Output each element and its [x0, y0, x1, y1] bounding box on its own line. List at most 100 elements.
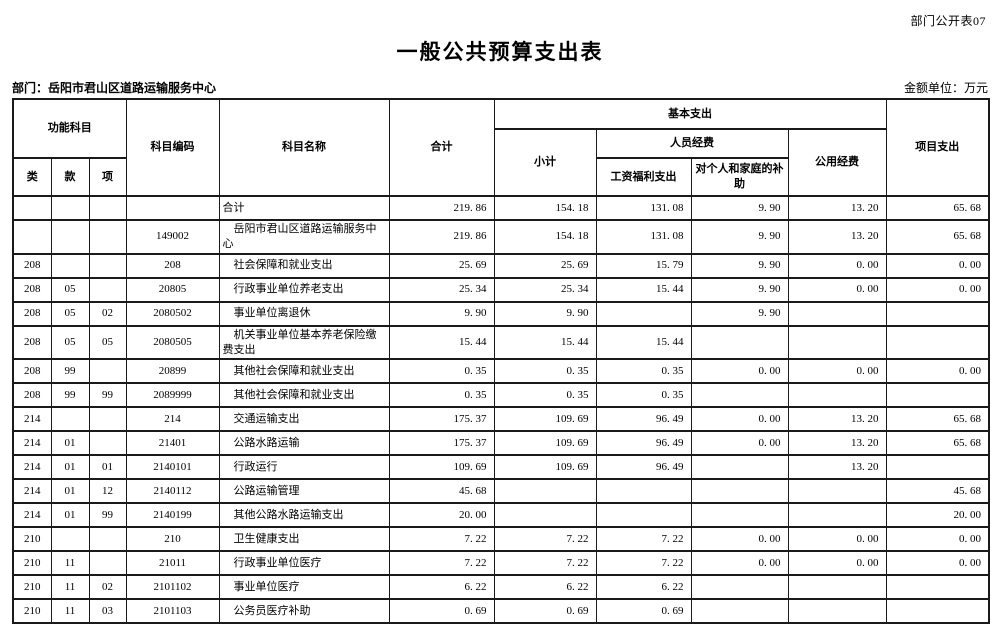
cell-code: 214 — [125, 406, 220, 433]
cell-name: 公路水路运输 — [218, 430, 390, 457]
cell-section — [50, 252, 90, 279]
cell-code: 208 — [125, 252, 220, 279]
cell-public-funds: 13. 20 — [787, 406, 887, 433]
cell-class: 214 — [12, 430, 52, 457]
cell-total: 175. 37 — [388, 406, 495, 433]
cell-subtotal: 25. 69 — [493, 252, 597, 279]
cell-total: 15. 44 — [388, 324, 495, 361]
cell-code: 2101103 — [125, 598, 220, 625]
cell-name: 事业单位离退休 — [218, 300, 390, 327]
cell-subtotal: 9. 90 — [493, 300, 597, 327]
table-row: 214 214 交通运输支出 175. 37 109. 69 96. 49 0. 00 13… — [12, 406, 990, 433]
budget-table: 功能科目 科目编码 科目名称 合计 基本支出 项目支出 小计 人员经费 公用经费… — [12, 98, 990, 625]
cell-wage-welfare: 131. 08 — [595, 219, 692, 255]
cell-item: 01 — [88, 454, 127, 481]
cell-public-funds: 13. 20 — [787, 430, 887, 457]
cell-public-funds: 13. 20 — [787, 195, 887, 221]
cell-project: 65. 68 — [885, 430, 990, 457]
cell-item — [88, 195, 127, 221]
cell-subsidy: 0. 00 — [690, 358, 789, 385]
cell-name: 公路运输管理 — [218, 478, 390, 505]
cell-subsidy: 9. 90 — [690, 276, 789, 303]
cell-item — [88, 526, 127, 553]
cell-subsidy — [690, 382, 789, 409]
cell-project: 0. 00 — [885, 252, 990, 279]
header-class: 类 — [12, 157, 52, 197]
table-row: 合计 219. 86 154. 18 131. 08 9. 90 13. 20 65. 68 — [12, 195, 990, 221]
cell-wage-welfare: 96. 49 — [595, 454, 692, 481]
cell-wage-welfare: 15. 44 — [595, 324, 692, 361]
cell-code: 21401 — [125, 430, 220, 457]
doc-label: 部门公开表07 — [910, 14, 986, 28]
cell-item: 02 — [88, 300, 127, 327]
cell-code: 2080505 — [125, 324, 220, 361]
cell-subtotal: 0. 35 — [493, 382, 597, 409]
cell-project: 0. 00 — [885, 358, 990, 385]
cell-section: 05 — [50, 324, 90, 361]
cell-subtotal: 7. 22 — [493, 550, 597, 577]
cell-name: 行政运行 — [218, 454, 390, 481]
cell-subtotal: 154. 18 — [493, 195, 597, 221]
cell-item: 03 — [88, 598, 127, 625]
header-total: 合计 — [388, 98, 495, 197]
table-row: 149002 岳阳市君山区道路运输服务中心 219. 86 154. 18 131. … — [12, 219, 990, 255]
cell-project: 45. 68 — [885, 478, 990, 505]
cell-code: 20899 — [125, 358, 220, 385]
cell-subtotal: 109. 69 — [493, 454, 597, 481]
cell-class: 214 — [12, 502, 52, 529]
header-wage-welfare: 工资福利支出 — [595, 157, 692, 197]
cell-subsidy — [690, 598, 789, 625]
cell-subsidy: 0. 00 — [690, 526, 789, 553]
cell-project: 65. 68 — [885, 195, 990, 221]
cell-public-funds: 0. 00 — [787, 252, 887, 279]
cell-public-funds — [787, 598, 887, 625]
cell-wage-welfare: 0. 35 — [595, 382, 692, 409]
cell-total: 219. 86 — [388, 195, 495, 221]
cell-subsidy — [690, 454, 789, 481]
cell-name: 其他社会保障和就业支出 — [218, 382, 390, 409]
header-func-subject: 功能科目 — [12, 98, 127, 159]
cell-section: 05 — [50, 276, 90, 303]
cell-item: 05 — [88, 324, 127, 361]
cell-public-funds: 0. 00 — [787, 358, 887, 385]
cell-item: 12 — [88, 478, 127, 505]
cell-subtotal: 109. 69 — [493, 430, 597, 457]
cell-section — [50, 195, 90, 221]
header-basic-expenditure: 基本支出 — [493, 98, 887, 130]
cell-subtotal — [493, 478, 597, 505]
cell-section — [50, 219, 90, 255]
cell-public-funds: 0. 00 — [787, 526, 887, 553]
header-subtotal: 小计 — [493, 128, 597, 197]
cell-subsidy: 9. 90 — [690, 195, 789, 221]
cell-project — [885, 382, 990, 409]
cell-subsidy: 9. 90 — [690, 219, 789, 255]
cell-total: 25. 69 — [388, 252, 495, 279]
cell-wage-welfare: 96. 49 — [595, 406, 692, 433]
cell-item: 99 — [88, 502, 127, 529]
cell-code: 2140112 — [125, 478, 220, 505]
cell-name: 合计 — [218, 195, 390, 221]
header-personnel-funds: 人员经费 — [595, 128, 789, 159]
cell-subtotal: 154. 18 — [493, 219, 597, 255]
cell-name: 交通运输支出 — [218, 406, 390, 433]
cell-wage-welfare — [595, 478, 692, 505]
cell-code: 20805 — [125, 276, 220, 303]
cell-project — [885, 324, 990, 361]
cell-subsidy: 9. 90 — [690, 252, 789, 279]
cell-project — [885, 454, 990, 481]
cell-wage-welfare: 6. 22 — [595, 574, 692, 601]
cell-total: 0. 69 — [388, 598, 495, 625]
cell-project — [885, 574, 990, 601]
header-public-funds: 公用经费 — [787, 128, 887, 197]
cell-class: 208 — [12, 324, 52, 361]
cell-total: 0. 35 — [388, 358, 495, 385]
table-row: 208 99 99 2089999 其他社会保障和就业支出 0. 35 0. 35 0. 3… — [12, 382, 990, 409]
cell-public-funds — [787, 324, 887, 361]
cell-public-funds — [787, 382, 887, 409]
cell-section: 01 — [50, 430, 90, 457]
cell-public-funds: 13. 20 — [787, 219, 887, 255]
header-row-2: 小计 人员经费 公用经费 — [13, 128, 989, 197]
cell-section — [50, 406, 90, 433]
cell-subsidy: 9. 90 — [690, 300, 789, 327]
cell-subsidy — [690, 502, 789, 529]
